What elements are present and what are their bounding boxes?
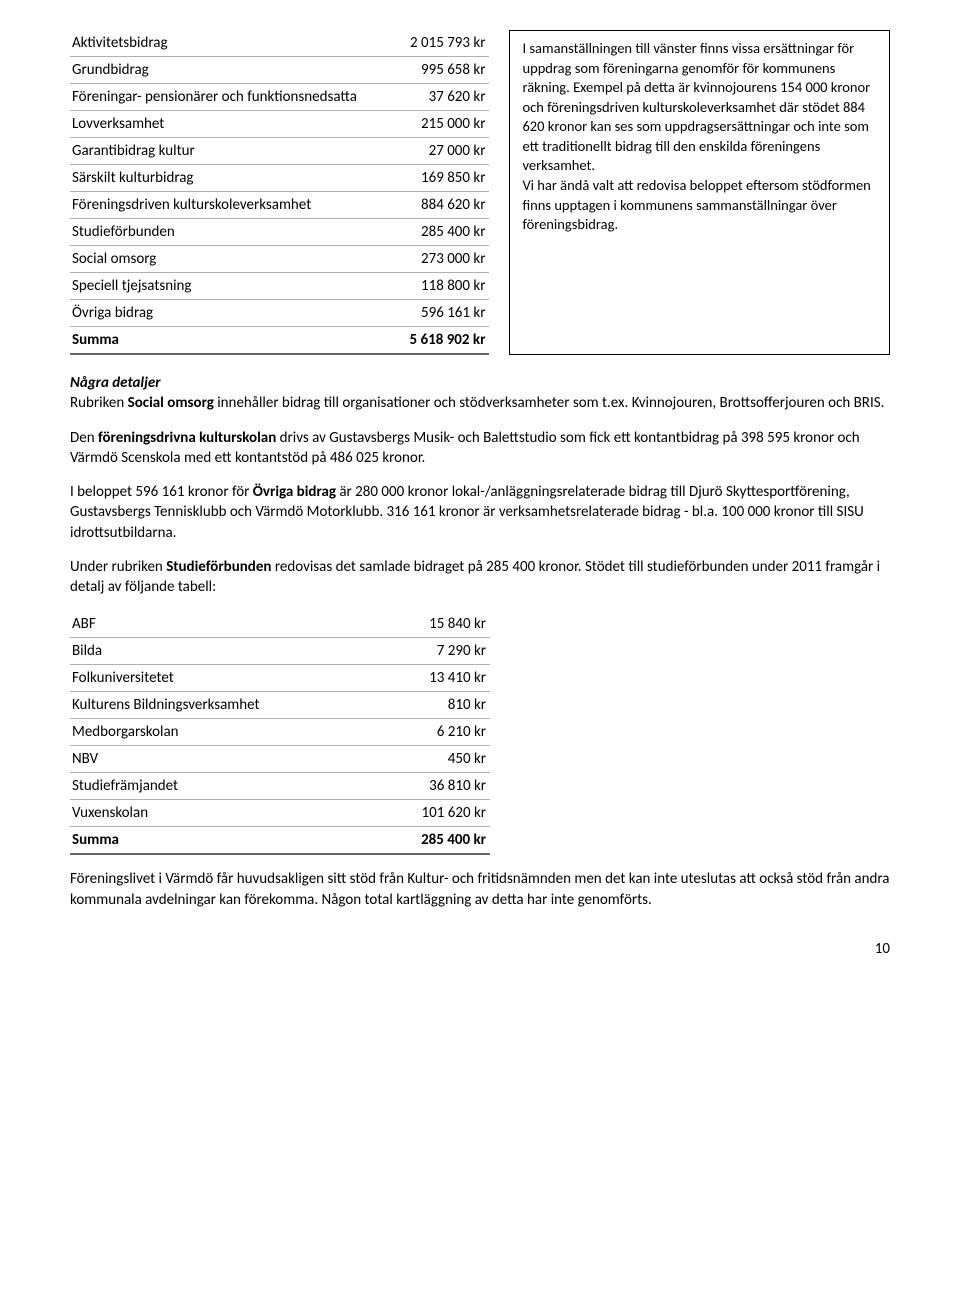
info-sidebox: I samanställningen till vänster finns vi… bbox=[509, 30, 890, 355]
p1-text-c: innehåller bidrag till organisationer oc… bbox=[214, 394, 885, 412]
row-label: NBV bbox=[70, 746, 371, 773]
row-amount: 596 161 kr bbox=[392, 300, 489, 327]
details-paragraph-2: Den föreningsdrivna kulturskolan drivs a… bbox=[70, 428, 890, 469]
table-row: Speciell tjejsatsning118 800 kr bbox=[70, 273, 489, 300]
table-sum-row: Summa5 618 902 kr bbox=[70, 327, 489, 355]
row-label: Medborgarskolan bbox=[70, 719, 371, 746]
table-row: NBV450 kr bbox=[70, 746, 490, 773]
details-paragraph-1: Några detaljer Rubriken Social omsorg in… bbox=[70, 373, 890, 414]
sidebox-paragraph-2: Vi har ändå valt att redovisa beloppet e… bbox=[522, 176, 877, 235]
table-row: Bilda7 290 kr bbox=[70, 638, 490, 665]
table-row: Grundbidrag995 658 kr bbox=[70, 57, 489, 84]
row-amount: 810 kr bbox=[371, 692, 490, 719]
row-label: Föreningsdriven kulturskoleverksamhet bbox=[70, 192, 392, 219]
table-row: Folkuniversitetet13 410 kr bbox=[70, 665, 490, 692]
table-row: Medborgarskolan6 210 kr bbox=[70, 719, 490, 746]
details-paragraph-3: I beloppet 596 161 kronor för Övriga bid… bbox=[70, 482, 890, 543]
page-content: Aktivitetsbidrag2 015 793 krGrundbidrag9… bbox=[0, 0, 960, 988]
row-amount: 37 620 kr bbox=[392, 84, 489, 111]
row-label: Vuxenskolan bbox=[70, 800, 371, 827]
row-label: Studiefrämjandet bbox=[70, 773, 371, 800]
study-table-wrap: ABF15 840 krBilda7 290 krFolkuniversitet… bbox=[70, 611, 490, 855]
sum-label: Summa bbox=[70, 327, 392, 355]
row-label: ABF bbox=[70, 611, 371, 638]
row-label: Speciell tjejsatsning bbox=[70, 273, 392, 300]
table-row: Garantibidrag kultur27 000 kr bbox=[70, 138, 489, 165]
table-row: Aktivitetsbidrag2 015 793 kr bbox=[70, 30, 489, 57]
table-row: Social omsorg273 000 kr bbox=[70, 246, 489, 273]
row-amount: 995 658 kr bbox=[392, 57, 489, 84]
row-label: Social omsorg bbox=[70, 246, 392, 273]
study-table: ABF15 840 krBilda7 290 krFolkuniversitet… bbox=[70, 611, 490, 855]
row-label: Folkuniversitetet bbox=[70, 665, 371, 692]
row-label: Aktivitetsbidrag bbox=[70, 30, 392, 57]
sum-label: Summa bbox=[70, 827, 371, 855]
row-amount: 36 810 kr bbox=[371, 773, 490, 800]
p3-text-a: I beloppet 596 161 kronor för bbox=[70, 483, 253, 501]
p4-text-a: Under rubriken bbox=[70, 558, 166, 576]
table-sum-row: Summa285 400 kr bbox=[70, 827, 490, 855]
table-row: Föreningar- pensionärer och funktionsned… bbox=[70, 84, 489, 111]
row-label: Kulturens Bildningsverksamhet bbox=[70, 692, 371, 719]
row-label: Särskilt kulturbidrag bbox=[70, 165, 392, 192]
sum-amount: 285 400 kr bbox=[371, 827, 490, 855]
table-row: Vuxenskolan101 620 kr bbox=[70, 800, 490, 827]
p4-bold: Studieförbunden bbox=[166, 558, 271, 576]
budget-table-body: Aktivitetsbidrag2 015 793 krGrundbidrag9… bbox=[70, 30, 489, 354]
sidebox-paragraph-1: I samanställningen till vänster finns vi… bbox=[522, 39, 877, 176]
top-section: Aktivitetsbidrag2 015 793 krGrundbidrag9… bbox=[70, 30, 890, 355]
row-amount: 273 000 kr bbox=[392, 246, 489, 273]
table-row: Studieförbunden285 400 kr bbox=[70, 219, 489, 246]
details-paragraph-4: Under rubriken Studieförbunden redovisas… bbox=[70, 557, 890, 598]
p1-bold: Social omsorg bbox=[128, 394, 214, 412]
p2-bold: föreningsdrivna kulturskolan bbox=[98, 429, 276, 447]
table-row: Studiefrämjandet36 810 kr bbox=[70, 773, 490, 800]
row-label: Föreningar- pensionärer och funktionsned… bbox=[70, 84, 392, 111]
sum-amount: 5 618 902 kr bbox=[392, 327, 489, 355]
row-amount: 215 000 kr bbox=[392, 111, 489, 138]
row-amount: 27 000 kr bbox=[392, 138, 489, 165]
row-label: Lovverksamhet bbox=[70, 111, 392, 138]
row-amount: 2 015 793 kr bbox=[392, 30, 489, 57]
table-row: Särskilt kulturbidrag169 850 kr bbox=[70, 165, 489, 192]
row-label: Grundbidrag bbox=[70, 57, 392, 84]
study-table-body: ABF15 840 krBilda7 290 krFolkuniversitet… bbox=[70, 611, 490, 854]
p3-bold: Övriga bidrag bbox=[253, 483, 336, 501]
row-amount: 884 620 kr bbox=[392, 192, 489, 219]
row-amount: 7 290 kr bbox=[371, 638, 490, 665]
budget-table-wrap: Aktivitetsbidrag2 015 793 krGrundbidrag9… bbox=[70, 30, 489, 355]
table-row: ABF15 840 kr bbox=[70, 611, 490, 638]
table-row: Lovverksamhet215 000 kr bbox=[70, 111, 489, 138]
row-amount: 6 210 kr bbox=[371, 719, 490, 746]
page-number: 10 bbox=[70, 940, 890, 958]
row-amount: 169 850 kr bbox=[392, 165, 489, 192]
row-label: Garantibidrag kultur bbox=[70, 138, 392, 165]
row-amount: 15 840 kr bbox=[371, 611, 490, 638]
row-label: Övriga bidrag bbox=[70, 300, 392, 327]
p1-text-a: Rubriken bbox=[70, 394, 128, 412]
row-amount: 118 800 kr bbox=[392, 273, 489, 300]
row-amount: 285 400 kr bbox=[392, 219, 489, 246]
row-label: Studieförbunden bbox=[70, 219, 392, 246]
details-heading: Några detaljer bbox=[70, 374, 161, 392]
details-paragraph-5: Föreningslivet i Värmdö får huvudsaklige… bbox=[70, 869, 890, 910]
budget-table: Aktivitetsbidrag2 015 793 krGrundbidrag9… bbox=[70, 30, 489, 355]
row-label: Bilda bbox=[70, 638, 371, 665]
table-row: Kulturens Bildningsverksamhet810 kr bbox=[70, 692, 490, 719]
table-row: Föreningsdriven kulturskoleverksamhet884… bbox=[70, 192, 489, 219]
table-row: Övriga bidrag596 161 kr bbox=[70, 300, 489, 327]
row-amount: 101 620 kr bbox=[371, 800, 490, 827]
p2-text-a: Den bbox=[70, 429, 98, 447]
row-amount: 13 410 kr bbox=[371, 665, 490, 692]
row-amount: 450 kr bbox=[371, 746, 490, 773]
